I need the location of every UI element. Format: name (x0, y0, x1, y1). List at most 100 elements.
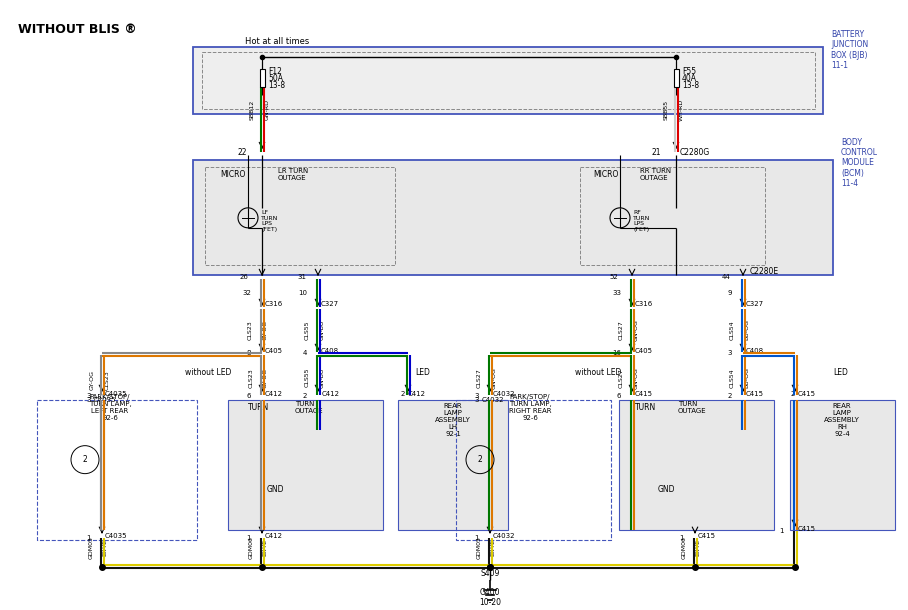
Bar (456, 400, 611, 540)
Text: PARK/STOP/
TURN LAMP,
RIGHT REAR
92-6: PARK/STOP/ TURN LAMP, RIGHT REAR 92-6 (508, 394, 551, 421)
Text: LED: LED (833, 368, 848, 377)
Text: 1: 1 (679, 534, 684, 540)
Text: 3: 3 (727, 350, 732, 356)
Text: CLS23: CLS23 (249, 368, 253, 387)
Bar (260, 69, 264, 87)
Text: 9: 9 (727, 290, 732, 296)
Text: 1: 1 (475, 534, 479, 540)
Text: without LED: without LED (575, 368, 621, 377)
Text: BK-YE: BK-YE (103, 539, 107, 556)
Text: CLS55: CLS55 (304, 320, 310, 340)
Bar (205, 167, 395, 265)
Text: MICRO: MICRO (593, 170, 618, 179)
Text: C327: C327 (321, 301, 339, 307)
Text: C4032: C4032 (482, 396, 505, 403)
Text: CLS23: CLS23 (248, 320, 252, 340)
Text: 3: 3 (475, 393, 479, 399)
Text: C412: C412 (265, 390, 283, 397)
Text: 2: 2 (400, 390, 405, 397)
Text: C4035: C4035 (94, 396, 116, 403)
Text: 3: 3 (475, 396, 479, 403)
Text: 32: 32 (242, 290, 251, 296)
Text: BK-YE: BK-YE (490, 539, 496, 556)
Text: TURN: TURN (248, 403, 270, 412)
Text: 2: 2 (302, 393, 307, 399)
Text: GND: GND (657, 485, 675, 494)
Text: 16: 16 (612, 350, 621, 356)
Text: C405: C405 (635, 348, 653, 354)
Text: BK-YE: BK-YE (262, 539, 268, 556)
Text: C316: C316 (635, 301, 653, 307)
Text: C415: C415 (698, 533, 716, 539)
Text: C408: C408 (321, 348, 339, 354)
Text: GN-BU: GN-BU (320, 320, 324, 340)
Text: 33: 33 (612, 290, 621, 296)
Text: GN-OG: GN-OG (634, 367, 638, 389)
Text: C327: C327 (746, 301, 765, 307)
Text: G400
10-20: G400 10-20 (479, 588, 501, 607)
Text: C2280E: C2280E (750, 267, 779, 276)
Text: GND: GND (266, 485, 284, 494)
Text: C415: C415 (746, 390, 764, 397)
Text: GDM06: GDM06 (682, 536, 686, 559)
Text: 52: 52 (609, 274, 618, 280)
Text: F12: F12 (268, 68, 281, 76)
Text: CLS55: CLS55 (304, 368, 310, 387)
Bar (790, 400, 895, 529)
Text: C2280G: C2280G (680, 148, 710, 157)
Text: GDM05: GDM05 (477, 536, 481, 559)
Text: GY-OG: GY-OG (262, 320, 268, 340)
Text: Hot at all times: Hot at all times (245, 37, 310, 46)
Text: 1: 1 (246, 534, 251, 540)
Text: GN-OG: GN-OG (491, 367, 497, 389)
Bar (398, 400, 508, 529)
Bar (193, 160, 833, 274)
Text: GY-OG: GY-OG (262, 368, 268, 388)
Text: C408: C408 (746, 348, 765, 354)
Text: C412: C412 (408, 390, 426, 397)
Text: TURN: TURN (635, 403, 656, 412)
Text: 44: 44 (721, 274, 730, 280)
Bar (674, 69, 678, 87)
Text: BU-OG: BU-OG (745, 367, 749, 388)
Text: 2: 2 (83, 455, 87, 464)
Bar (228, 400, 383, 529)
Text: GDM06: GDM06 (249, 536, 253, 559)
Text: C4032: C4032 (493, 533, 516, 539)
Text: LR TURN
OUTAGE: LR TURN OUTAGE (278, 168, 308, 181)
Text: C415: C415 (635, 390, 653, 397)
Text: C412: C412 (265, 533, 283, 539)
Text: 2: 2 (791, 390, 795, 397)
Text: 6: 6 (617, 393, 621, 399)
Text: TURN
OUTAGE: TURN OUTAGE (678, 401, 706, 414)
Text: BK-YE: BK-YE (696, 539, 700, 556)
Text: MICRO: MICRO (220, 170, 245, 179)
Text: LED: LED (415, 368, 429, 377)
Text: WITHOUT BLIS ®: WITHOUT BLIS ® (18, 23, 137, 37)
Text: 26: 26 (239, 274, 248, 280)
Text: GY-OG: GY-OG (90, 370, 94, 390)
Text: 3: 3 (86, 396, 91, 403)
Text: CLS54: CLS54 (729, 368, 735, 387)
Bar (580, 167, 765, 265)
Text: 13-8: 13-8 (682, 82, 699, 90)
Text: 3: 3 (86, 393, 91, 399)
Text: SBB12: SBB12 (250, 100, 254, 120)
Text: C4035: C4035 (105, 533, 127, 539)
Text: 1: 1 (779, 528, 784, 534)
Text: C412: C412 (322, 390, 340, 397)
Bar (193, 47, 823, 114)
Bar (37, 400, 197, 540)
Text: 10: 10 (298, 290, 307, 296)
Bar (619, 400, 774, 529)
Text: CLS23: CLS23 (104, 370, 110, 390)
Text: 31: 31 (297, 274, 306, 280)
Text: 21: 21 (652, 148, 661, 157)
Bar (202, 52, 815, 109)
Text: F55: F55 (682, 68, 696, 76)
Text: PARK/STOP/
TURN LAMP,
LEFT REAR
92-6: PARK/STOP/ TURN LAMP, LEFT REAR 92-6 (89, 394, 132, 421)
Text: C316: C316 (265, 301, 283, 307)
Text: C415: C415 (798, 526, 816, 531)
Text: CLS27: CLS27 (618, 368, 624, 387)
Text: C415: C415 (798, 390, 816, 397)
